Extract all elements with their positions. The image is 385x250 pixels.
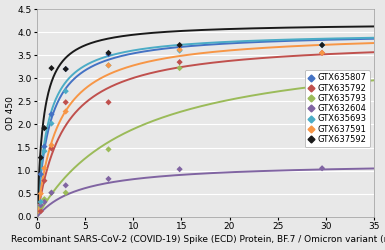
Point [49,146,55,150]
Point [63,89,69,93]
Point [63,100,69,104]
Point [41,126,47,130]
Point [177,167,183,171]
Point [63,67,69,71]
Point [41,179,47,183]
Point [105,51,112,55]
Point [105,63,112,67]
Point [177,66,183,70]
Point [49,112,55,116]
Point [49,191,55,195]
Point [38,172,44,176]
Point [177,48,183,52]
Point [63,67,69,71]
Point [177,43,183,47]
Point [63,183,69,187]
Point [319,51,325,55]
Point [49,191,55,195]
Point [63,110,69,114]
Point [41,166,47,170]
Point [319,43,325,47]
Point [319,80,325,84]
Point [105,177,112,181]
Point [63,191,69,195]
Point [49,122,55,126]
Point [38,204,44,208]
Point [319,43,325,47]
Point [41,149,47,153]
Point [319,43,325,47]
Point [49,143,55,147]
Point [49,66,55,70]
Point [41,200,47,204]
Point [38,203,44,207]
Point [319,51,325,55]
Point [177,48,183,52]
Point [105,63,112,67]
Point [38,200,44,204]
Point [105,147,112,151]
Point [105,100,112,104]
Point [38,209,44,213]
Y-axis label: OD 450: OD 450 [5,96,15,130]
Legend: GTX635807, GTX635792, GTX635793, GTX632604, GTX635693, GTX637591, GTX637592: GTX635807, GTX635792, GTX635793, GTX6326… [305,70,370,147]
Point [38,156,44,160]
Point [41,144,47,148]
Point [319,166,325,170]
Point [177,60,183,64]
Point [105,52,112,56]
Point [41,197,47,201]
Point [177,45,183,49]
X-axis label: Recombinant SARS-CoV-2 (COVID-19) Spike (ECD) Protein, BF.7 / Omicron variant (n: Recombinant SARS-CoV-2 (COVID-19) Spike … [11,236,385,244]
Point [38,192,44,196]
